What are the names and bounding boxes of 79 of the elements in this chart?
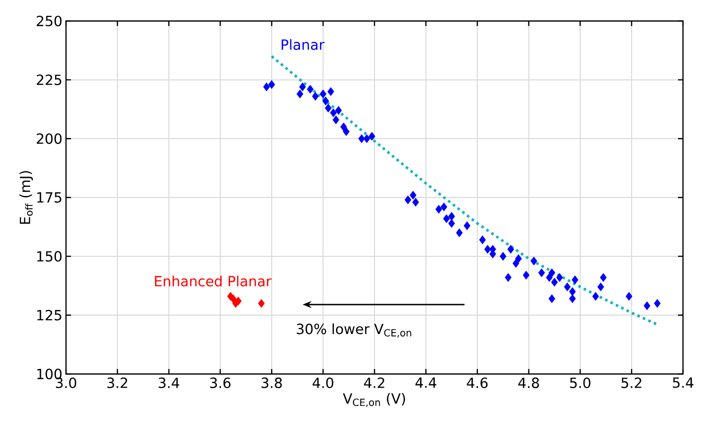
- point: [335, 106, 342, 115]
- y-tick-label: 225: [36, 74, 62, 86]
- point: [548, 268, 556, 278]
- text: Planar: [282, 39, 324, 50]
- point: [368, 132, 376, 141]
- point: [530, 256, 538, 266]
- point: [330, 108, 337, 118]
- point: [572, 275, 578, 284]
- point: [556, 273, 563, 282]
- annotation: 30% lower V$_{CE,on}$: [296, 323, 412, 338]
- point: [504, 273, 512, 282]
- point: [440, 202, 448, 212]
- point: [654, 298, 661, 308]
- point: [479, 235, 486, 244]
- point: [324, 104, 332, 112]
- point: [644, 301, 650, 310]
- x-tick-label: 4.8: [518, 378, 539, 388]
- point: [515, 254, 522, 264]
- point: [448, 212, 455, 221]
- point: [569, 294, 576, 304]
- y-tick-label: 150: [37, 251, 62, 262]
- x-axis-title: V$_{CE,on}$ (V): [342, 392, 405, 408]
- point: [332, 115, 340, 124]
- point: [299, 82, 306, 92]
- point: [404, 195, 412, 204]
- point: [268, 80, 276, 89]
- point: [306, 84, 314, 94]
- x-tick-label: 3.4: [158, 378, 180, 388]
- point: [410, 190, 416, 200]
- point: [626, 292, 632, 301]
- x-tick-label: 4.4: [415, 378, 436, 388]
- point: [320, 90, 326, 98]
- y-tick-label: 175: [37, 192, 62, 203]
- point: [296, 90, 304, 98]
- point: [342, 127, 350, 136]
- x-tick-label: 5.0: [570, 378, 590, 388]
- x-tick-label: 4.6: [466, 378, 488, 388]
- point: [263, 82, 270, 92]
- point: [569, 287, 576, 296]
- point: [500, 252, 506, 261]
- point: [512, 258, 520, 268]
- series-label: Enhanced Planar: [155, 276, 272, 286]
- x-tick-label: 3.6: [210, 378, 231, 388]
- point: [600, 273, 607, 282]
- x-tick-label: 5.2: [622, 378, 642, 388]
- x-tick-label: 3.0: [56, 378, 76, 388]
- point: [464, 221, 470, 230]
- point: [448, 218, 455, 228]
- y-tick-label: 125: [37, 310, 62, 320]
- point: [546, 273, 553, 282]
- point: [522, 270, 530, 280]
- point: [312, 92, 319, 101]
- point: [551, 278, 558, 287]
- y-tick-label: 100: [37, 368, 62, 380]
- point: [507, 244, 514, 254]
- point: [538, 268, 545, 278]
- point: [412, 198, 419, 207]
- x-tick-label: 4.2: [364, 378, 384, 388]
- x-tick-label: 4.0: [312, 378, 334, 388]
- point: [340, 122, 347, 132]
- point: [435, 204, 442, 214]
- y-axis-title: E$_{off}$ (mJ): [19, 171, 33, 224]
- point: [327, 87, 334, 96]
- point: [456, 228, 463, 238]
- point: [548, 294, 556, 304]
- point: [358, 134, 365, 144]
- point: [484, 244, 491, 254]
- point: [258, 298, 265, 308]
- y-tick-label: 250: [36, 16, 62, 26]
- y-tick-label: 200: [36, 133, 62, 144]
- point: [564, 282, 571, 292]
- point: [443, 214, 450, 224]
- x-tick-label: 5.4: [672, 378, 694, 388]
- point: [322, 96, 330, 106]
- point: [363, 134, 370, 144]
- x-tick-label: 3.8: [262, 378, 282, 388]
- x-tick-label: 3.2: [107, 378, 128, 388]
- point: [592, 292, 599, 301]
- point: [597, 282, 604, 292]
